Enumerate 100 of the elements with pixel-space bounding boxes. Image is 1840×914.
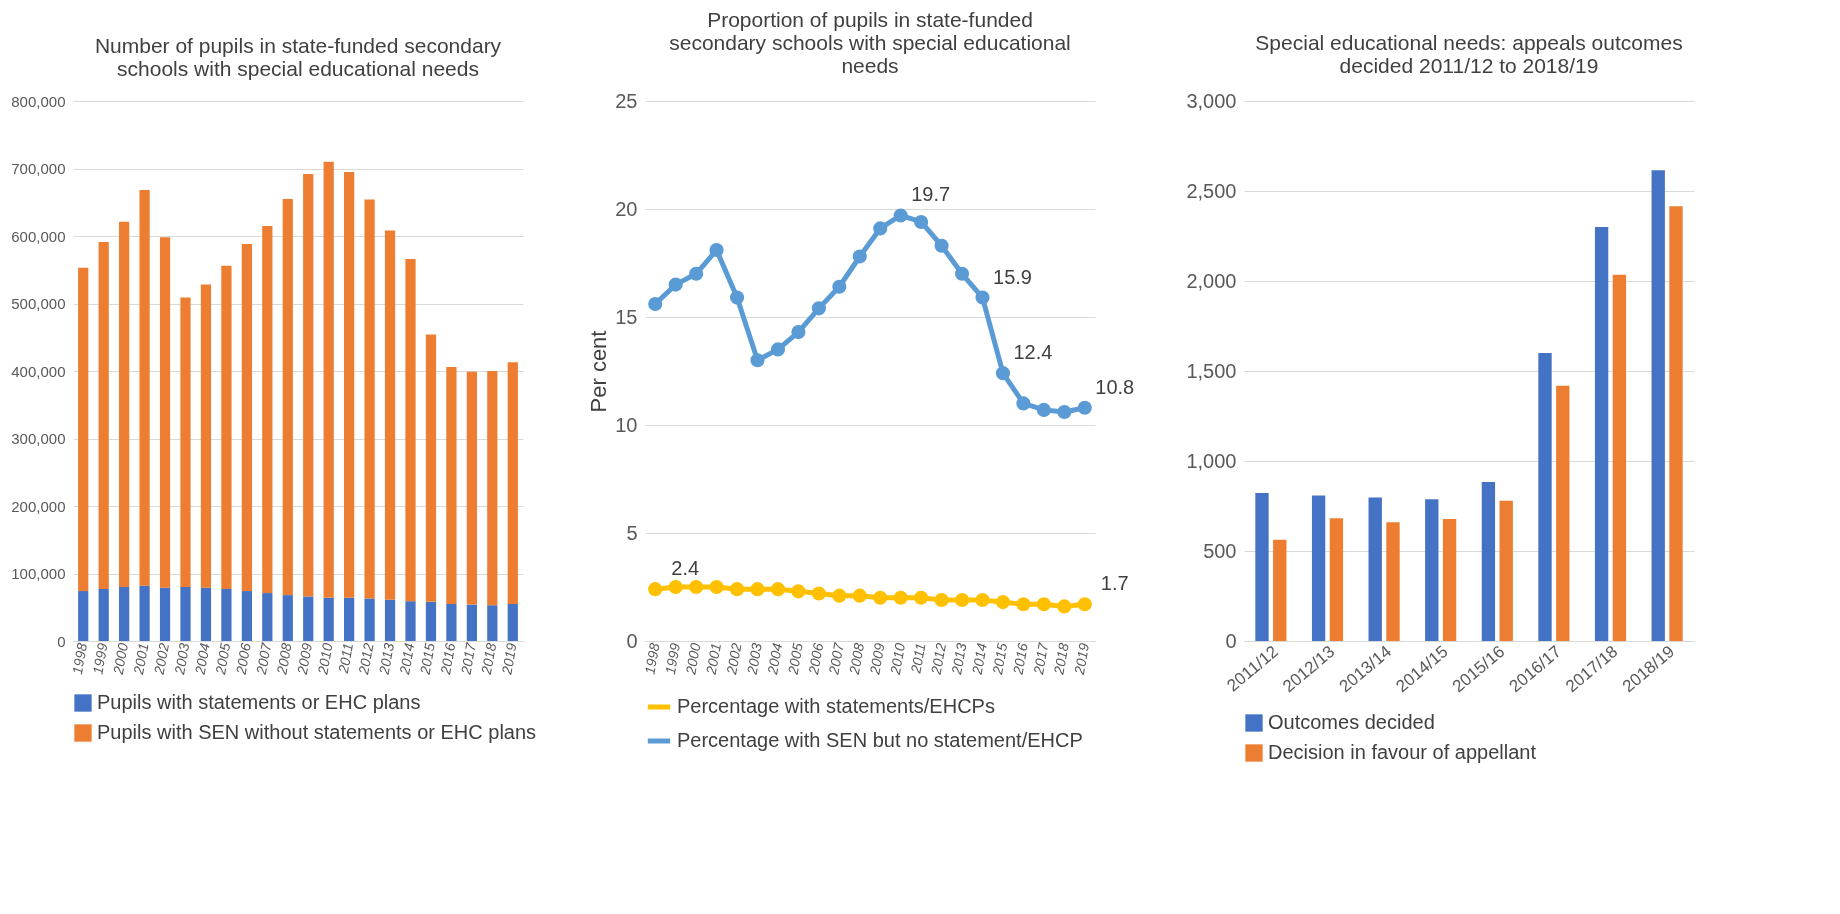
bar <box>487 371 498 606</box>
point <box>648 296 663 312</box>
point <box>832 279 847 294</box>
bar <box>200 587 212 641</box>
y-tick-label: 2,000 <box>1186 269 1237 292</box>
y-tick-label: 800,000 <box>11 92 66 110</box>
bar <box>1499 500 1513 641</box>
x-tick-label: 2007 <box>825 640 847 677</box>
bar <box>303 173 314 597</box>
bar <box>221 265 232 590</box>
x-tick-label: 2002 <box>723 641 745 677</box>
x-tick-label: 2010 <box>886 641 909 677</box>
x-tick-label: 1999 <box>89 641 111 676</box>
point <box>873 590 888 605</box>
x-tick-label: 2004 <box>764 641 786 677</box>
point <box>791 584 806 599</box>
bar <box>384 230 396 600</box>
legend-label: Pupils with statements or EHC plans <box>97 691 421 713</box>
point <box>954 592 970 608</box>
bar <box>364 598 375 641</box>
bar <box>1556 385 1570 641</box>
bar <box>466 604 477 641</box>
bar <box>1273 539 1287 641</box>
point <box>1016 396 1031 411</box>
bar <box>446 603 457 641</box>
point <box>852 588 867 603</box>
bar <box>98 589 109 641</box>
bar <box>507 362 518 604</box>
bar <box>303 596 314 641</box>
y-tick-label: 300,000 <box>11 430 66 447</box>
point <box>689 579 704 595</box>
x-tick-label: 2009 <box>293 641 316 677</box>
x-tick-label: 2019 <box>498 641 520 677</box>
x-tick-label: 2003 <box>171 641 193 677</box>
point <box>1057 404 1072 420</box>
point <box>914 214 929 230</box>
point <box>648 582 663 597</box>
bar <box>119 221 130 587</box>
data-label: 2.4 <box>671 557 700 580</box>
point <box>832 588 847 603</box>
y-tick-label: 0 <box>626 629 638 652</box>
point <box>811 301 826 316</box>
bar <box>1594 227 1609 641</box>
point <box>729 290 745 305</box>
x-tick-label: 2019 <box>1070 641 1093 677</box>
x-tick-label: 2008 <box>845 641 868 677</box>
point <box>934 592 949 608</box>
point <box>995 595 1011 610</box>
bar <box>282 595 293 641</box>
bar <box>323 161 334 598</box>
point <box>811 586 826 601</box>
point <box>668 277 683 292</box>
x-tick-label: 1998 <box>68 641 91 676</box>
point <box>1057 599 1072 614</box>
point <box>791 325 806 340</box>
point <box>934 238 949 253</box>
y-tick-label: 15 <box>615 305 638 328</box>
point <box>1077 400 1092 415</box>
bar <box>1311 495 1326 641</box>
bar <box>1442 518 1457 641</box>
x-tick-label: 2011 <box>334 641 357 676</box>
x-tick-label: 2012 <box>355 641 377 677</box>
point <box>954 266 970 281</box>
x-tick-label: 2004 <box>191 641 213 677</box>
bar <box>139 190 150 586</box>
x-tick-label: 2005 <box>784 641 806 677</box>
point <box>873 221 888 236</box>
bar <box>262 225 273 594</box>
bar <box>1669 206 1683 641</box>
x-tick-label: 2012 <box>927 641 950 677</box>
bar <box>119 587 130 641</box>
bar <box>139 585 150 641</box>
x-tick-label: 1998 <box>641 641 663 676</box>
point <box>689 266 704 281</box>
x-tick-label: 2015 <box>416 641 438 677</box>
bar <box>446 366 457 604</box>
x-tick-label: 2014 <box>396 641 418 677</box>
x-tick-label: 2001 <box>130 641 152 677</box>
chart-title: Number of pupils in state-funded secondary schools with special educational needs <box>94 34 502 80</box>
bar <box>282 198 293 596</box>
bar <box>425 601 437 641</box>
data-label: 1.7 <box>1100 572 1129 595</box>
x-tick-label: 2000 <box>109 641 132 677</box>
y-tick-label: 200,000 <box>11 497 66 515</box>
point <box>893 590 908 605</box>
bar <box>466 371 477 605</box>
x-tick-label: 2016 <box>1009 641 1031 677</box>
x-tick-label: 2008 <box>273 641 295 677</box>
point <box>709 242 724 258</box>
bar <box>1329 518 1344 641</box>
y-tick-label: 5 <box>626 521 638 544</box>
point <box>770 342 786 357</box>
x-tick-label: 2010 <box>314 641 336 677</box>
point <box>750 353 765 368</box>
x-tick-label: 2005 <box>211 641 234 677</box>
chart-title: Proportion of pupils in state-funded secondary schools with special educational needs <box>669 8 1071 77</box>
x-tick-label: 2014 <box>968 641 990 677</box>
x-tick-label: 2006 <box>804 641 827 677</box>
x-tick-label: 2017 <box>1029 640 1052 677</box>
bar <box>98 242 109 590</box>
